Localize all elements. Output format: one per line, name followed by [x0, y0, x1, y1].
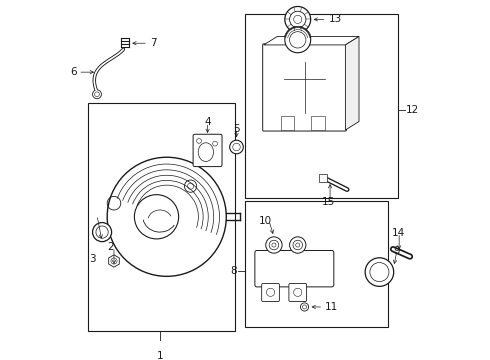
Circle shape — [107, 157, 226, 276]
Circle shape — [300, 303, 309, 311]
Text: 14: 14 — [392, 228, 405, 238]
Text: 7: 7 — [150, 38, 156, 48]
Polygon shape — [345, 36, 359, 130]
Text: 5: 5 — [233, 124, 240, 134]
Circle shape — [266, 237, 282, 253]
FancyBboxPatch shape — [263, 44, 346, 131]
Circle shape — [285, 6, 311, 32]
Text: 11: 11 — [325, 302, 338, 312]
Circle shape — [93, 90, 101, 99]
Circle shape — [365, 258, 393, 286]
Bar — [245, 202, 388, 327]
Bar — [245, 14, 398, 198]
Circle shape — [285, 27, 311, 53]
FancyBboxPatch shape — [289, 283, 307, 302]
Bar — [89, 103, 235, 331]
Text: 8: 8 — [230, 266, 237, 276]
Text: 1: 1 — [157, 351, 163, 360]
FancyBboxPatch shape — [255, 251, 334, 287]
Circle shape — [290, 237, 306, 253]
Circle shape — [93, 222, 112, 242]
Polygon shape — [264, 36, 359, 45]
FancyBboxPatch shape — [193, 134, 222, 167]
Text: 13: 13 — [328, 14, 342, 24]
Text: 12: 12 — [406, 105, 419, 114]
Text: 2: 2 — [107, 242, 114, 252]
Text: 4: 4 — [204, 117, 211, 127]
FancyBboxPatch shape — [262, 283, 279, 302]
Bar — [311, 116, 325, 130]
Text: 9: 9 — [394, 246, 400, 256]
Text: 3: 3 — [89, 254, 96, 264]
Circle shape — [230, 140, 244, 154]
Bar — [281, 116, 294, 130]
Text: 10: 10 — [259, 216, 272, 226]
Text: 6: 6 — [70, 67, 76, 77]
Bar — [319, 174, 327, 182]
Text: 15: 15 — [322, 197, 335, 207]
Polygon shape — [109, 255, 119, 267]
